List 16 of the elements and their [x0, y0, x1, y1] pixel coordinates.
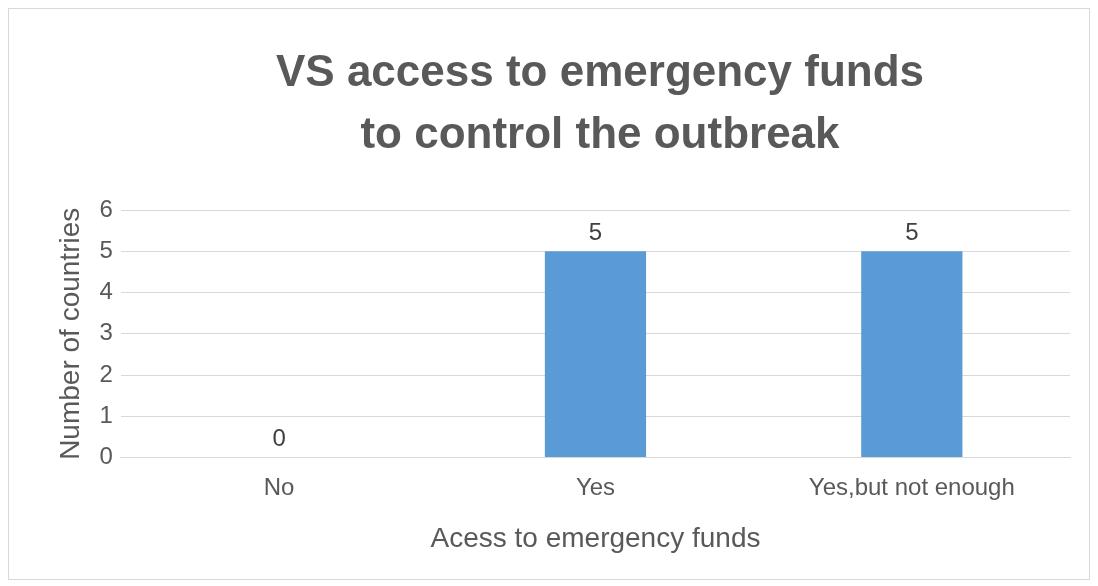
y-tick-label: 1 [99, 400, 113, 428]
y-tick-label: 2 [99, 359, 113, 387]
chart-title: VS access to emergency funds to control the outbreak [274, 45, 926, 159]
x-tick-label: No [263, 472, 295, 500]
data-label: 5 [588, 217, 603, 245]
y-tick-label: 4 [99, 277, 113, 305]
data-label: 0 [272, 424, 286, 452]
y-tick-label: 5 [99, 235, 113, 263]
data-label: 5 [905, 217, 919, 245]
y-axis-title: Number of countries [53, 207, 85, 460]
x-axis-title: Acess to emergency funds [430, 521, 761, 553]
y-tick-label: 0 [99, 442, 113, 470]
y-tick-label: 6 [99, 194, 113, 222]
y-tick-label: 3 [99, 318, 113, 346]
x-tick-label: Yes,but not enough [808, 472, 1015, 500]
x-tick-label: Yes [575, 472, 616, 500]
